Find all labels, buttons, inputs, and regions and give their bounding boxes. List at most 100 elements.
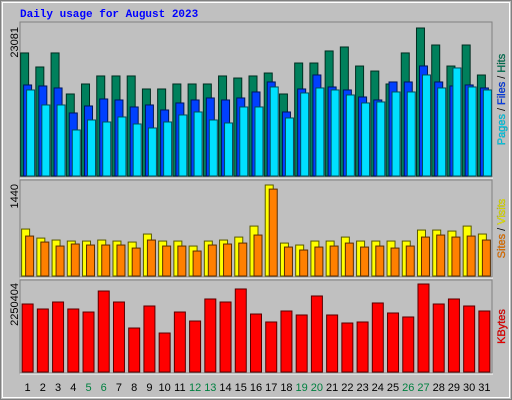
bar	[391, 91, 401, 177]
bar	[463, 305, 476, 373]
bar	[40, 241, 50, 277]
bar	[87, 119, 97, 177]
bar	[390, 247, 400, 277]
bar	[173, 311, 186, 373]
bar	[326, 314, 339, 373]
bar	[295, 314, 308, 373]
x-tick-label: 12	[189, 382, 201, 394]
bar	[71, 129, 81, 177]
bar	[178, 114, 188, 177]
bar	[131, 247, 141, 277]
bar	[26, 89, 36, 177]
legend: Sites / Visits	[496, 198, 508, 258]
bar	[177, 245, 187, 277]
bar	[329, 245, 339, 277]
x-tick-label: 25	[387, 382, 399, 394]
bar	[344, 242, 354, 277]
legend-separator: /	[496, 227, 508, 231]
x-tick-label: 15	[235, 382, 247, 394]
bar	[402, 316, 415, 373]
bar	[376, 101, 386, 177]
x-tick-label: 22	[341, 382, 353, 394]
bar	[204, 298, 217, 373]
bar	[132, 123, 142, 177]
y-tick-label: 23081	[9, 27, 21, 58]
bar	[417, 283, 430, 373]
bar	[432, 303, 445, 373]
x-tick-label: 28	[433, 382, 445, 394]
x-tick-label: 2	[40, 382, 46, 394]
x-tick-label: 6	[101, 382, 107, 394]
bar	[143, 305, 156, 373]
bar	[371, 302, 384, 373]
bar	[163, 121, 173, 177]
legend-entry: Sites	[496, 233, 508, 258]
bar	[56, 104, 66, 177]
x-tick-label: 14	[219, 382, 231, 394]
bar	[162, 245, 172, 277]
legend-entry: Files	[496, 81, 508, 105]
bar	[315, 87, 325, 177]
bar	[41, 104, 51, 177]
bar	[116, 244, 126, 277]
legend-separator: /	[496, 107, 508, 111]
bar	[299, 249, 309, 277]
bar	[234, 288, 247, 373]
bar	[147, 127, 157, 177]
bar	[269, 86, 279, 177]
bar	[361, 102, 371, 177]
bar	[420, 236, 430, 277]
y-tick-label: 2250404	[9, 283, 21, 326]
legend-entry: Hits	[496, 53, 508, 72]
bar	[356, 321, 369, 373]
bar	[405, 245, 415, 277]
legend: KBytes	[496, 309, 508, 344]
bar	[345, 94, 355, 177]
bar	[253, 234, 263, 277]
bar	[86, 244, 96, 277]
bar	[387, 312, 400, 373]
x-tick-label: 24	[372, 382, 384, 394]
bar	[25, 235, 35, 277]
bar	[117, 116, 127, 177]
bar	[447, 298, 460, 373]
x-tick-label: 7	[116, 382, 122, 394]
bar	[193, 111, 203, 177]
x-tick-label: 26	[402, 382, 414, 394]
x-tick-label: 17	[265, 382, 277, 394]
bar	[21, 303, 34, 373]
bar	[452, 67, 462, 177]
bar	[189, 320, 202, 373]
legend-entry: Pages	[496, 114, 508, 146]
bar	[55, 245, 65, 277]
x-tick-label: 16	[250, 382, 262, 394]
bar	[158, 332, 171, 373]
bar	[481, 239, 491, 277]
legend: Pages / Files / Hits	[496, 53, 508, 145]
x-tick-label: 27	[417, 382, 429, 394]
bar	[128, 327, 141, 373]
chart-title: Daily usage for August 2023	[20, 9, 199, 21]
bar	[238, 242, 248, 277]
bar	[314, 246, 324, 277]
bar	[97, 290, 110, 373]
bar	[223, 243, 233, 277]
x-tick-label: 5	[85, 382, 91, 394]
x-tick-label: 11	[174, 382, 185, 394]
bar	[82, 311, 95, 373]
bar	[478, 310, 491, 373]
bar	[250, 313, 262, 373]
bar	[102, 121, 112, 177]
bar	[283, 246, 293, 277]
bar	[254, 106, 264, 177]
bar	[208, 119, 218, 177]
x-tick-label: 19	[296, 382, 308, 394]
legend-separator: /	[496, 75, 508, 79]
bar	[482, 89, 492, 177]
x-tick-label: 8	[131, 382, 137, 394]
x-tick-label: 23	[356, 382, 368, 394]
bar	[265, 321, 278, 373]
x-tick-label: 1	[25, 382, 31, 394]
bar	[192, 250, 202, 277]
